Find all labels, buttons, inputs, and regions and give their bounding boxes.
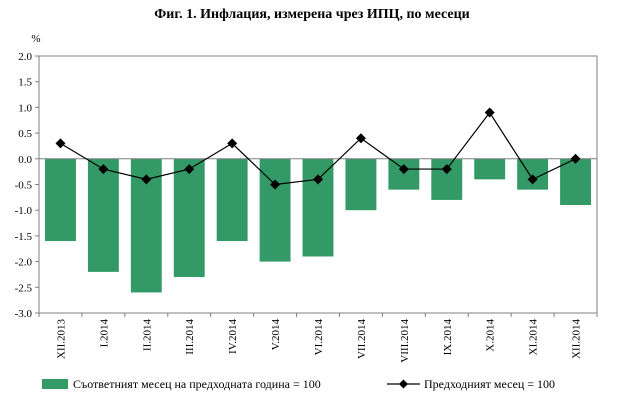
diamond-marker [398, 164, 409, 175]
bar [388, 158, 420, 190]
y-axis-unit: % [31, 33, 40, 45]
y-tick-label: 0.5 [18, 128, 32, 140]
x-tick-label: V.2014 [270, 319, 282, 351]
legend-swatch-bar [42, 379, 68, 389]
chart-title: Фиг. 1. Инфлация, измерена чрез ИПЦ, по … [154, 7, 469, 22]
y-tick-label: 1.5 [18, 77, 32, 89]
legend-label-bar: Съответният месец на предходната година … [73, 377, 321, 391]
y-axis: 2.0 1.5 1.0 0.5 0.0 -0.5 -1.0 -1.5 -2.0 -2.5 -3.0 [15, 51, 39, 320]
diamond-marker [184, 164, 195, 175]
x-tick-label: IV.2014 [227, 319, 239, 354]
bar [87, 158, 119, 272]
y-tick-label: 0.0 [18, 154, 32, 166]
diamond-marker [441, 164, 452, 175]
x-tick-label: XII.2013 [55, 319, 67, 360]
x-tick-label: VII.2014 [356, 319, 368, 360]
diamond-marker [484, 107, 495, 118]
diamond-marker [227, 138, 238, 149]
y-tick-label: -3.0 [15, 308, 33, 320]
diamond-marker [570, 153, 581, 164]
x-tick-label: VI.2014 [313, 319, 325, 356]
y-tick-label: -2.0 [15, 257, 33, 269]
legend-label-line: Предходният месец = 100 [424, 377, 555, 391]
x-tick-label: XI.2014 [528, 319, 540, 356]
diamond-marker [270, 179, 281, 190]
bar [173, 158, 205, 278]
diamond-marker [55, 138, 66, 149]
y-tick-label: -1.5 [15, 231, 33, 243]
y-tick-label: -1.0 [15, 205, 33, 217]
diamond-marker [98, 164, 109, 175]
x-tick-label: VIII.2014 [399, 319, 411, 363]
bar [45, 158, 76, 242]
y-tick-label: -2.5 [15, 282, 33, 294]
x-tick-label: I.2014 [98, 319, 110, 348]
bar [560, 158, 591, 206]
x-tick-label: III.2014 [184, 319, 196, 355]
bar [302, 158, 334, 257]
x-tick-label: IX.2014 [442, 319, 454, 356]
diamond-marker [313, 174, 323, 185]
line-series [55, 107, 581, 190]
diamond-marker [355, 133, 366, 144]
legend-marker-diamond [399, 379, 408, 389]
bar [259, 158, 291, 262]
x-axis: XII.2013 I.2014 II.2014 III.2014 IV.2014 V.20… [38, 313, 598, 363]
diamond-marker [527, 174, 538, 185]
bar [216, 158, 248, 242]
y-tick-label: 1.0 [18, 102, 32, 114]
x-tick-label: II.2014 [141, 319, 153, 352]
x-tick-label: X.2014 [485, 319, 497, 352]
bar [345, 158, 377, 211]
y-tick-label: -0.5 [15, 180, 33, 192]
bar [474, 158, 506, 180]
bar-series [39, 158, 597, 293]
x-tick-label: XII.2014 [571, 319, 583, 360]
y-tick-label: 2.0 [18, 51, 32, 63]
diamond-marker [141, 174, 152, 185]
legend: Съответният месец на предходната година … [42, 377, 555, 391]
